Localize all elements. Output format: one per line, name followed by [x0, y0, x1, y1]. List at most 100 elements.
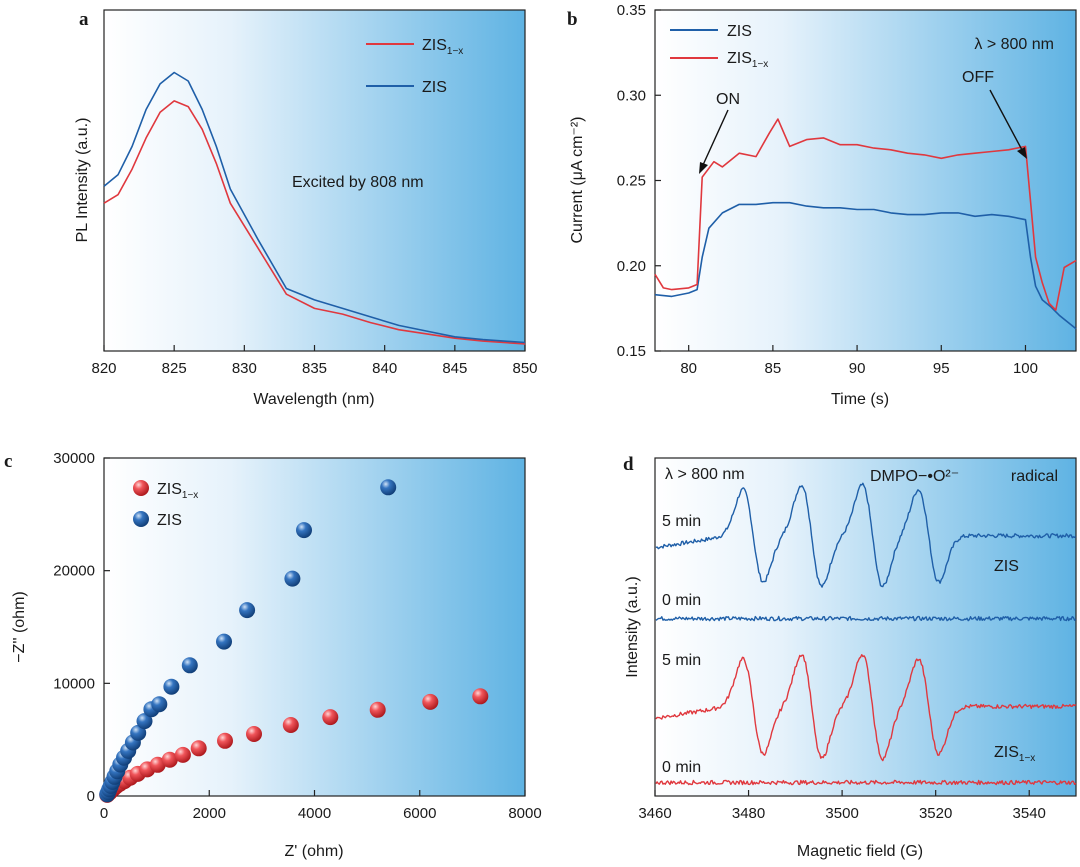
panel-c-point-zis1x: [161, 751, 178, 768]
panel-d-spectrum-zis1x-0-min: [655, 779, 1077, 786]
panel-b-legend-zis: ZIS: [727, 23, 752, 40]
panel-c-legend-zis1x: ZIS1−x: [157, 481, 198, 501]
panel-d-time-label-zis1x-5min: 5 min: [662, 652, 701, 669]
panel-b-plot-area: [654, 9, 1077, 352]
panel-c-point-zis1x: [472, 688, 489, 705]
panel-c-point-zis: [239, 602, 256, 619]
panel-a-x-tick-label: 850: [512, 360, 537, 377]
panel-c-y-tick-label: 20000: [53, 563, 95, 580]
panel-c-point-zis1x: [217, 732, 233, 749]
panel-b-x-ticks: 80 85 90 95 100: [680, 345, 1038, 377]
panel-a-x-tick-label: 845: [442, 360, 467, 377]
panel-b-annotation: λ > 800 nm: [974, 36, 1054, 53]
panel-a-label: a: [79, 9, 89, 30]
panel-a-annotation: Excited by 808 nm: [292, 174, 424, 191]
panel-b-x-tick-label: 85: [765, 360, 782, 377]
panel-c-x-axis-label: Z' (ohm): [284, 843, 343, 860]
panel-d-sample-label-zis: ZIS: [994, 558, 1019, 575]
panel-b-x-tick-label: 80: [680, 360, 697, 377]
panel-c-point-zis: [380, 479, 397, 496]
panel-c-x-tick-label: 0: [100, 805, 108, 822]
panel-c-legend: ZIS1−x ZIS: [133, 480, 198, 529]
panel-b-on-label: ON: [716, 91, 740, 108]
panel-b-label: b: [567, 9, 578, 30]
panel-d-x-tick-label: 3500: [825, 805, 858, 822]
panel-d-spectrum-zis-0-min: [655, 615, 1077, 622]
panel-c-points: [99, 479, 489, 803]
panel-d-sample-label-zis1x: ZIS1−x: [994, 744, 1035, 764]
panel-b-x-tick-label: 90: [849, 360, 866, 377]
panel-c-point-zis1x: [174, 746, 191, 763]
panel-a-series-zis1x: [103, 100, 526, 345]
panel-b-y-axis-label: Current (μA cm⁻²): [569, 116, 586, 243]
panel-d-spectrum-zis-5-min: [655, 482, 1077, 588]
panel-c-point-zis: [136, 713, 153, 730]
panel-a-x-tick-label: 825: [162, 360, 187, 377]
panel-c: c 0 2000 4000 6000 8000 0 10000 20000 30000 Z' …: [4, 450, 542, 860]
panel-d-species-label: DMPO−•O²⁻: [870, 468, 959, 485]
panel-c-x-tick-label: 2000: [193, 805, 226, 822]
panel-d-time-label-zis-5min: 5 min: [662, 513, 701, 530]
panel-b-x-tick-label: 100: [1013, 360, 1038, 377]
panel-d-spectrum-zis1x-5-min: [655, 654, 1077, 762]
panel-c-point-zis: [130, 724, 147, 741]
panel-b-on-arrowhead: [699, 162, 708, 174]
panel-d-x-tick-label: 3520: [919, 805, 952, 822]
panel-b-lines: [654, 118, 1077, 330]
panel-c-x-ticks: 0 2000 4000 6000 8000: [100, 790, 542, 822]
panel-d-x-tick-label: 3540: [1013, 805, 1046, 822]
panel-c-point-zis1x: [246, 726, 262, 742]
panel-a-legend-zis: ZIS: [422, 79, 447, 96]
panel-b-y-ticks: 0.15 0.20 0.25 0.30 0.35: [617, 2, 661, 360]
panel-d-plot-area: [654, 457, 1077, 797]
panel-a-series-zis: [103, 71, 526, 344]
panel-b-off-arrow: [989, 89, 1023, 151]
panel-a: a 820 825 830 835 840 845 850 Wavelength (nm) …: [74, 9, 538, 408]
panel-b-off-label: OFF: [962, 69, 994, 86]
panel-c-x-tick-label: 6000: [403, 805, 436, 822]
panel-a-x-tick-label: 835: [302, 360, 327, 377]
panel-c-legend-marker-zis: [133, 511, 149, 527]
panel-c-point-zis: [284, 570, 301, 587]
panel-d: d 3460 3480 3500 3520 3540 Magnetic field (G…: [623, 454, 1077, 860]
panel-d-x-tick-label: 3480: [732, 805, 765, 822]
panel-b-series-zis: [654, 201, 1077, 330]
panel-a-x-ticks: 820 825 830 835 840 845 850: [91, 345, 538, 377]
panel-d-x-tick-label: 3460: [638, 805, 671, 822]
panel-c-point-zis: [296, 522, 312, 539]
panel-a-y-axis-label: PL Intensity (a.u.): [74, 118, 91, 243]
panel-a-x-axis-label: Wavelength (nm): [253, 391, 374, 408]
panel-a-plot-area: [103, 9, 526, 352]
panel-c-point-zis: [181, 657, 198, 674]
panel-d-lines: [655, 482, 1077, 786]
panel-c-x-tick-label: 4000: [298, 805, 331, 822]
panel-c-plot-area: [103, 457, 526, 797]
panel-c-y-axis-label: −Z'' (ohm): [11, 591, 28, 662]
panel-d-radical-label: radical: [1011, 468, 1058, 485]
panel-b-y-tick-label: 0.25: [617, 173, 646, 190]
panel-a-x-tick-label: 820: [91, 360, 116, 377]
panel-c-point-zis1x: [282, 717, 299, 733]
panel-d-annotation: λ > 800 nm: [665, 466, 745, 483]
panel-c-legend-zis: ZIS: [157, 512, 182, 529]
panel-b-legend: ZIS ZIS1−x: [670, 23, 768, 70]
panel-c-x-tick-label: 8000: [508, 805, 541, 822]
panel-c-point-zis1x: [149, 756, 166, 773]
panel-b-y-tick-label: 0.30: [617, 87, 646, 104]
panel-b-x-tick-label: 95: [933, 360, 950, 377]
panel-c-point-zis: [216, 633, 232, 650]
panel-c-y-tick-label: 10000: [53, 675, 95, 692]
panel-b-on-arrow: [702, 109, 729, 166]
panel-d-y-axis-label: Intensity (a.u.): [624, 576, 641, 677]
panel-b-series-zis1x: [654, 118, 1077, 311]
panel-d-time-label-zis1x-0min: 0 min: [662, 759, 701, 776]
panel-c-y-tick-label: 0: [87, 788, 95, 805]
panel-c-point-zis1x: [322, 709, 339, 726]
panel-c-point-zis1x: [190, 740, 207, 757]
panel-b-y-tick-label: 0.35: [617, 2, 646, 19]
panel-b-x-axis-label: Time (s): [831, 391, 889, 408]
panel-c-point-zis1x: [422, 693, 439, 710]
panel-a-lines: [103, 71, 526, 345]
panel-d-label: d: [623, 454, 634, 475]
